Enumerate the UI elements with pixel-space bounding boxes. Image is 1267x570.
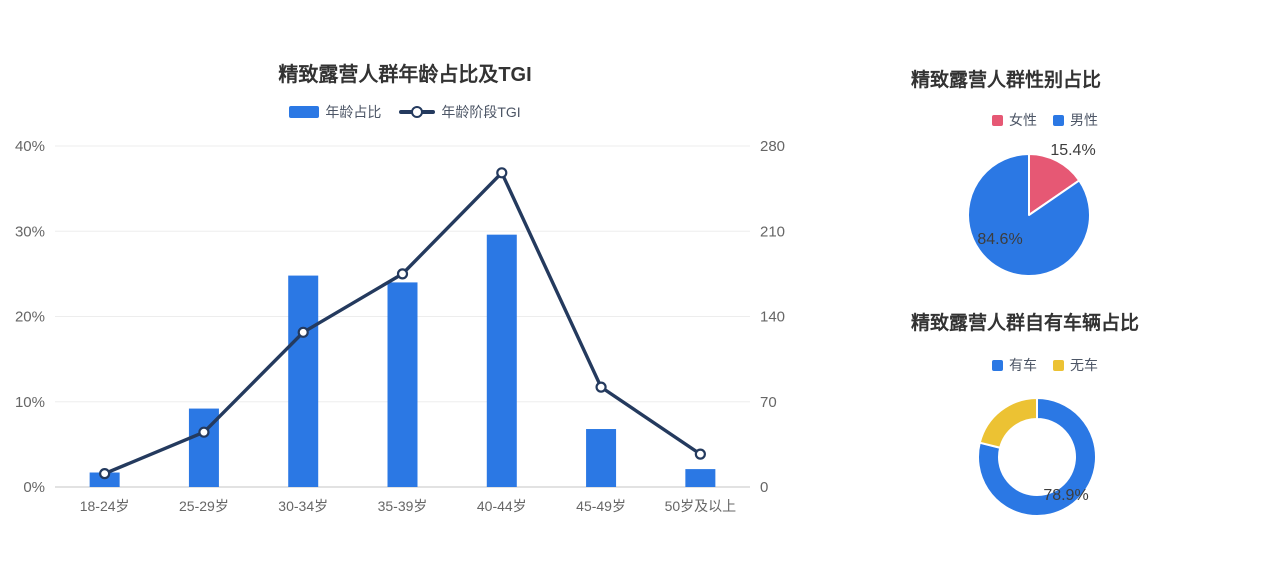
vehicle-slice-1[interactable] <box>978 397 1038 449</box>
tgi-marker-0[interactable] <box>99 468 111 480</box>
gender-chart-legend: 女性 男性 <box>875 110 1215 130</box>
legend-label-has-car: 有车 <box>1009 357 1037 373</box>
gender-chart-title: 精致露营人群性别占比 <box>911 70 1102 91</box>
legend-label-tgi: 年龄阶段TGI <box>441 104 521 120</box>
tgi-marker-5[interactable] <box>595 381 607 393</box>
right-axis-tick: 70 <box>760 394 777 411</box>
left-axis-tick: 0% <box>23 479 45 496</box>
gender-pie: 15.4% 84.6% <box>967 142 1096 277</box>
legend-item-female[interactable]: 女性 <box>992 110 1037 130</box>
male-swatch-icon <box>1053 114 1064 126</box>
bar-3[interactable] <box>387 282 418 487</box>
vehicle-chart: 精致露营人群自有车辆占比 有车 无车 78.9% <box>875 300 1215 570</box>
x-axis-label-5: 45-49岁 <box>576 498 626 514</box>
tgi-marker-4[interactable] <box>496 167 508 179</box>
gender-slice-0[interactable] <box>1028 153 1081 216</box>
x-axis-label-3: 35-39岁 <box>378 498 428 514</box>
gender-chart: 精致露营人群性别占比 女性 男性 15.4% 84.6% <box>875 55 1215 295</box>
vehicle-chart-title: 精致露营人群自有车辆占比 <box>911 313 1140 334</box>
legend-label-male: 男性 <box>1070 112 1098 128</box>
x-axis-label-4: 40-44岁 <box>477 498 527 514</box>
tgi-marker-3[interactable] <box>396 268 409 280</box>
legend-item-no-car[interactable]: 无车 <box>1053 355 1098 375</box>
right-axis-tick: 0 <box>760 479 768 496</box>
x-axis-label-6: 50岁及以上 <box>665 498 737 514</box>
left-axis-tick: 10% <box>15 394 45 411</box>
line-marker-swatch-icon <box>399 106 436 118</box>
vehicle-donut: 78.9% <box>977 397 1097 517</box>
legend-label-age-share: 年龄占比 <box>325 104 382 120</box>
tgi-marker-6[interactable] <box>694 448 706 460</box>
tgi-marker-1[interactable] <box>198 426 210 438</box>
right-axis-tick: 210 <box>760 223 785 240</box>
age-chart-legend: 年龄占比 年龄阶段TGI <box>0 102 810 122</box>
age-tgi-plot: 0% 0 10% 70 20% 140 30% 210 40% 280 18-24岁 25-29岁 30… <box>15 138 785 514</box>
bar-4[interactable] <box>486 234 517 487</box>
vehicle-chart-legend: 有车 无车 <box>875 355 1215 375</box>
gender-data-label-1: 84.6% <box>977 231 1022 248</box>
bar-swatch-icon <box>289 106 320 118</box>
age-tgi-chart: 精致露营人群年龄占比及TGI 年龄占比 年龄阶段TGI 0% 0 10% 70 20% 1… <box>0 64 810 514</box>
right-axis-tick: 280 <box>760 138 785 155</box>
right-axis-tick: 140 <box>760 309 785 326</box>
gender-slice-1[interactable] <box>967 153 1091 277</box>
bar-5[interactable] <box>586 429 617 487</box>
gender-data-label-0: 15.4% <box>1050 142 1095 159</box>
bar-2[interactable] <box>288 275 319 487</box>
legend-item-male[interactable]: 男性 <box>1053 110 1098 130</box>
x-axis-label-2: 30-34岁 <box>278 498 328 514</box>
tgi-marker-2[interactable] <box>297 326 309 338</box>
vehicle-data-label-0: 78.9% <box>1043 487 1088 504</box>
bar-0[interactable] <box>89 472 120 487</box>
x-axis-label-0: 18-24岁 <box>80 498 130 514</box>
has-car-swatch-icon <box>992 359 1003 371</box>
female-swatch-icon <box>992 114 1003 126</box>
legend-label-female: 女性 <box>1009 112 1037 128</box>
x-axis-label-1: 25-29岁 <box>179 498 229 514</box>
left-axis-tick: 20% <box>15 309 45 326</box>
left-axis-tick: 40% <box>15 138 45 155</box>
age-chart-title: 精致露营人群年龄占比及TGI <box>278 64 532 86</box>
left-axis-tick: 30% <box>15 223 45 240</box>
vehicle-slice-0[interactable] <box>977 397 1097 517</box>
legend-item-age-share[interactable]: 年龄占比 <box>289 102 381 122</box>
legend-label-no-car: 无车 <box>1070 357 1098 373</box>
legend-item-tgi[interactable]: 年龄阶段TGI <box>399 102 521 122</box>
bar-6[interactable] <box>685 469 716 487</box>
no-car-swatch-icon <box>1053 359 1064 371</box>
legend-item-has-car[interactable]: 有车 <box>992 355 1037 375</box>
